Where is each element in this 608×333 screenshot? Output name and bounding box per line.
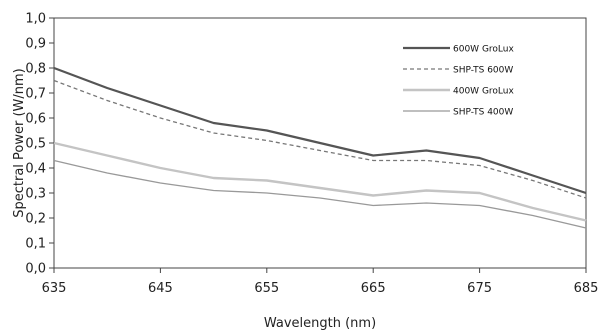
- axis-ticks: 0,0 0,1 0,2 0,3 0,4 0,5 0,6 0,7 0,8 0,9 1,0 635 645 6…: [25, 12, 598, 297]
- y-tick-label: 0,4: [25, 162, 46, 177]
- y-tick-label: 0,1: [25, 237, 46, 252]
- y-tick-label: 1,0: [25, 12, 46, 27]
- y-tick-label: 0,7: [25, 87, 46, 102]
- legend-label: 600W GroLux: [453, 45, 514, 55]
- y-tick-label: 0,5: [25, 137, 46, 152]
- x-tick-label: 645: [148, 281, 173, 296]
- y-tick-label: 0,2: [25, 212, 46, 227]
- x-tick-label: 635: [42, 281, 67, 296]
- series-line-3: [53, 141, 587, 222]
- series-line-2: [53, 79, 587, 199]
- x-tick-label: 685: [574, 281, 599, 296]
- y-tick-label: 0,6: [25, 112, 46, 127]
- y-tick-label: 0,3: [25, 187, 46, 202]
- series-line-4: [53, 159, 587, 229]
- x-tick-label: 655: [254, 281, 279, 296]
- y-tick-label: 0,9: [25, 37, 46, 52]
- legend-label: SHP-TS 400W: [453, 108, 513, 118]
- y-tick-label: 0,0: [25, 262, 46, 277]
- legend-label: SHP-TS 600W: [453, 66, 513, 76]
- x-axis-title: Wavelength (nm): [264, 316, 376, 331]
- x-tick-label: 665: [361, 281, 386, 296]
- series-line-1: [53, 66, 587, 195]
- x-tick-label: 675: [467, 281, 492, 296]
- series-lines: [53, 66, 587, 229]
- legend-label: 400W GroLux: [453, 87, 514, 97]
- y-axis-title: Spectral Power (W/nm): [12, 68, 27, 218]
- y-tick-label: 0,8: [25, 62, 46, 77]
- legend: 600W GroLux SHP-TS 600W 400W GroLux SHP-TS …: [403, 45, 514, 118]
